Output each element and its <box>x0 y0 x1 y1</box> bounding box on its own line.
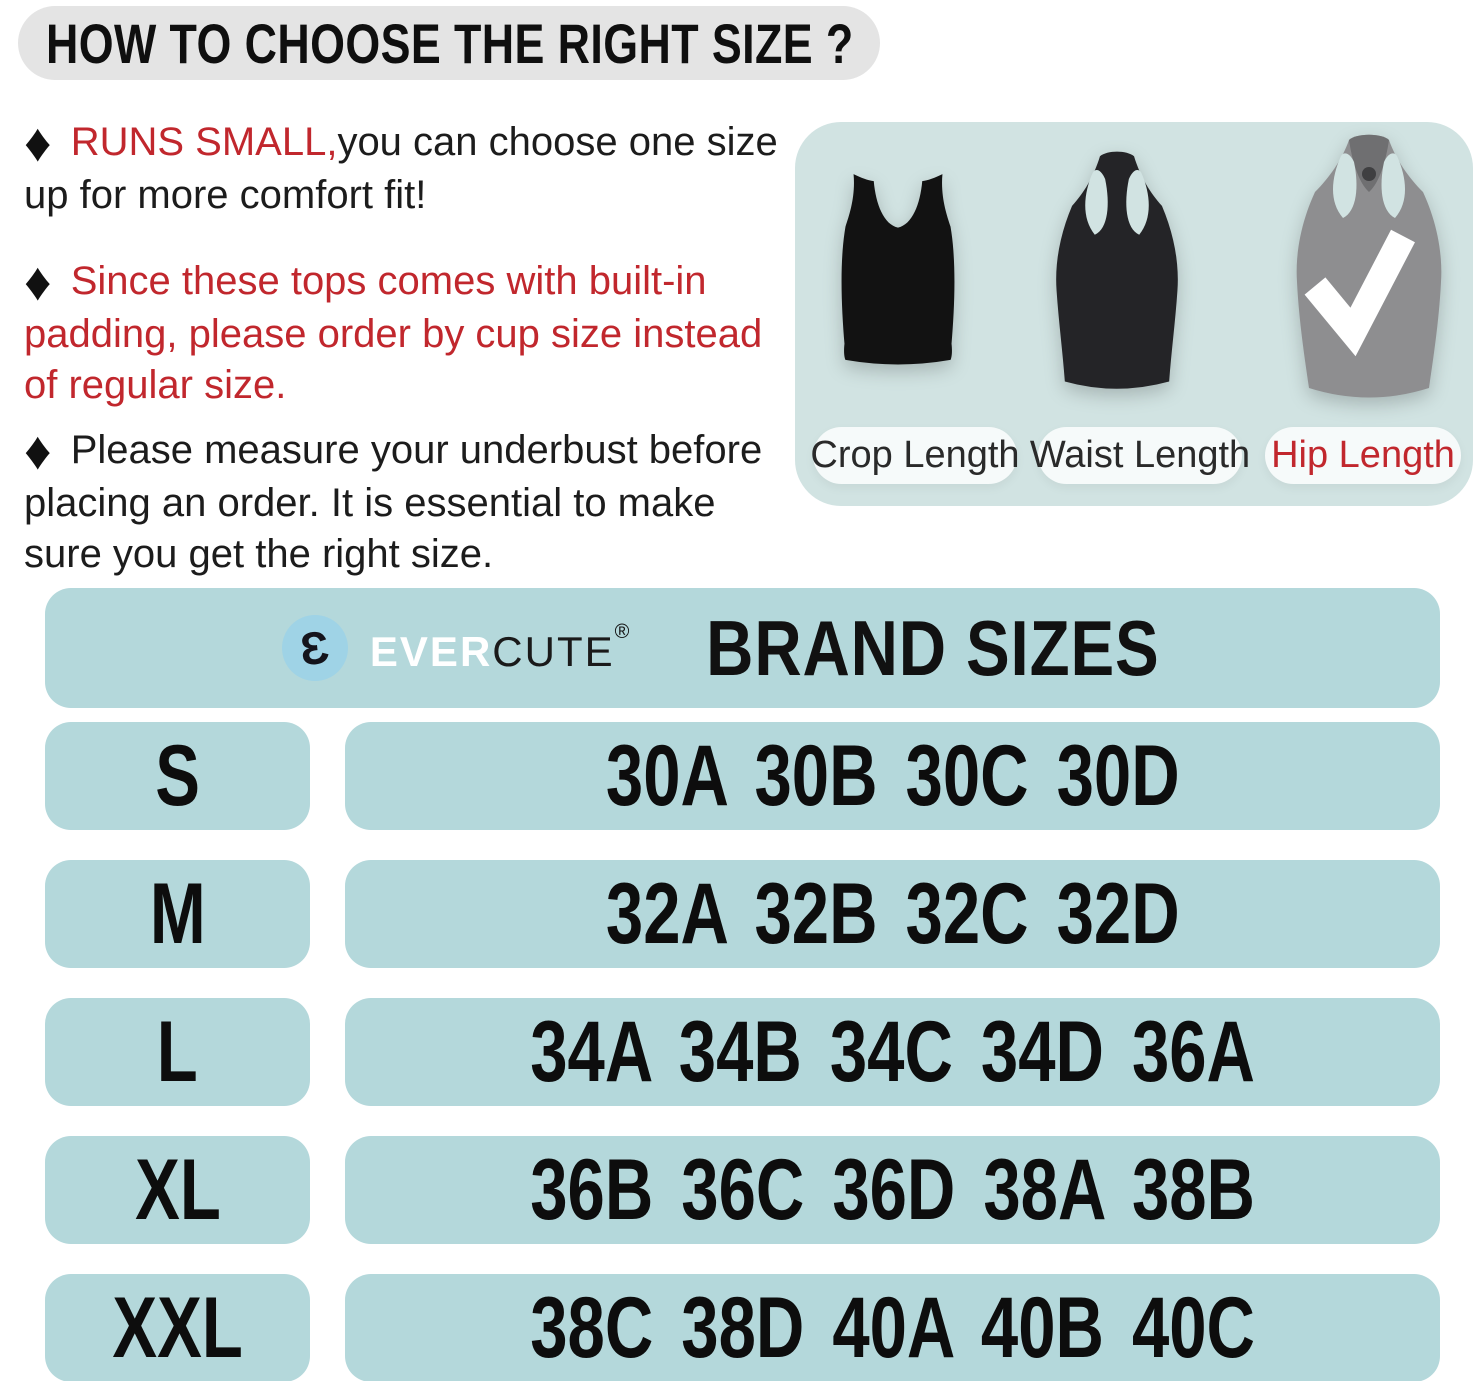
brand-sizes-header: Ɛ EVERCUTE® BRAND SIZES <box>45 588 1440 708</box>
brand-logo-icon: Ɛ <box>281 615 348 681</box>
page-title-pill: HOW TO CHOOSE THE RIGHT SIZE ? <box>18 6 880 80</box>
hip-length-tank-image <box>1296 134 1442 398</box>
cups-value: 32A 32B 32C 32D <box>605 865 1180 962</box>
cups-cell-l: 34A 34B 34C 34D 36A <box>345 998 1440 1106</box>
checkmark-icon <box>1304 229 1415 357</box>
size-label: XXL <box>112 1279 243 1376</box>
brand-logo-glyph: Ɛ <box>297 620 332 676</box>
hip-length-label: Hip Length <box>1271 434 1455 476</box>
cups-cell-s: 30A 30B 30C 30D <box>345 722 1440 830</box>
note-measure-text: Please measure your underbust before pla… <box>24 427 763 576</box>
registered-mark-icon: ® <box>614 620 632 643</box>
size-cell-s: S <box>45 722 310 830</box>
size-label: S <box>155 727 200 824</box>
cups-value: 36B 36C 36D 38A 38B <box>530 1141 1255 1238</box>
page-title: HOW TO CHOOSE THE RIGHT SIZE ? <box>46 11 854 75</box>
table-heading: BRAND SIZES <box>706 603 1160 692</box>
size-label: L <box>156 1003 198 1100</box>
brand-logo-row: Ɛ EVERCUTE® BRAND SIZES <box>281 603 1203 694</box>
size-cell-xl: XL <box>45 1136 310 1244</box>
crop-length-label: Crop Length <box>810 434 1020 476</box>
waist-length-label: Waist Length <box>1029 434 1251 476</box>
diamond-bullet-icon: ♦ <box>24 113 52 173</box>
waist-length-label-pill: Waist Length <box>1030 427 1250 484</box>
size-cell-m: M <box>45 860 310 968</box>
crop-length-tank-image <box>841 174 955 365</box>
cups-value: 34A 34B 34C 34D 36A <box>530 1003 1255 1100</box>
note-padding: ♦ Since these tops comes with built-in p… <box>24 255 799 411</box>
size-label: M <box>149 865 206 962</box>
cups-cell-xxl: 38C 38D 40A 40B 40C <box>345 1274 1440 1381</box>
waist-length-tank-image <box>1056 151 1178 389</box>
note-runs-small-text: you can choose one size up for more comf… <box>24 120 778 217</box>
hip-length-label-pill: Hip Length <box>1265 427 1461 484</box>
size-label: XL <box>134 1141 221 1238</box>
size-cell-l: L <box>45 998 310 1106</box>
crop-length-label-pill: Crop Length <box>810 427 1020 484</box>
cups-value: 30A 30B 30C 30D <box>605 727 1180 824</box>
notes-list: ♦ RUNS SMALL,you can choose one size up … <box>24 116 799 614</box>
note-runs-small-highlight: RUNS SMALL, <box>70 120 338 164</box>
brand-name-ever: EVER <box>369 627 493 675</box>
diamond-bullet-icon: ♦ <box>24 252 52 313</box>
cups-cell-m: 32A 32B 32C 32D <box>345 860 1440 968</box>
brand-tag-icon <box>1362 167 1376 181</box>
note-runs-small: ♦ RUNS SMALL,you can choose one size up … <box>24 116 799 221</box>
note-measure: ♦ Please measure your underbust before p… <box>24 424 799 580</box>
cups-cell-xl: 36B 36C 36D 38A 38B <box>345 1136 1440 1244</box>
size-cell-xxl: XXL <box>45 1274 310 1381</box>
diamond-bullet-icon: ♦ <box>24 420 52 481</box>
length-style-panel: Crop Length Waist Length Hip Length <box>795 122 1473 506</box>
brand-name: EVERCUTE® <box>370 621 631 676</box>
note-padding-text: Since these tops comes with built-in pad… <box>24 259 763 408</box>
brand-name-cute: CUTE <box>492 627 615 675</box>
cups-value: 38C 38D 40A 40B 40C <box>530 1279 1255 1376</box>
